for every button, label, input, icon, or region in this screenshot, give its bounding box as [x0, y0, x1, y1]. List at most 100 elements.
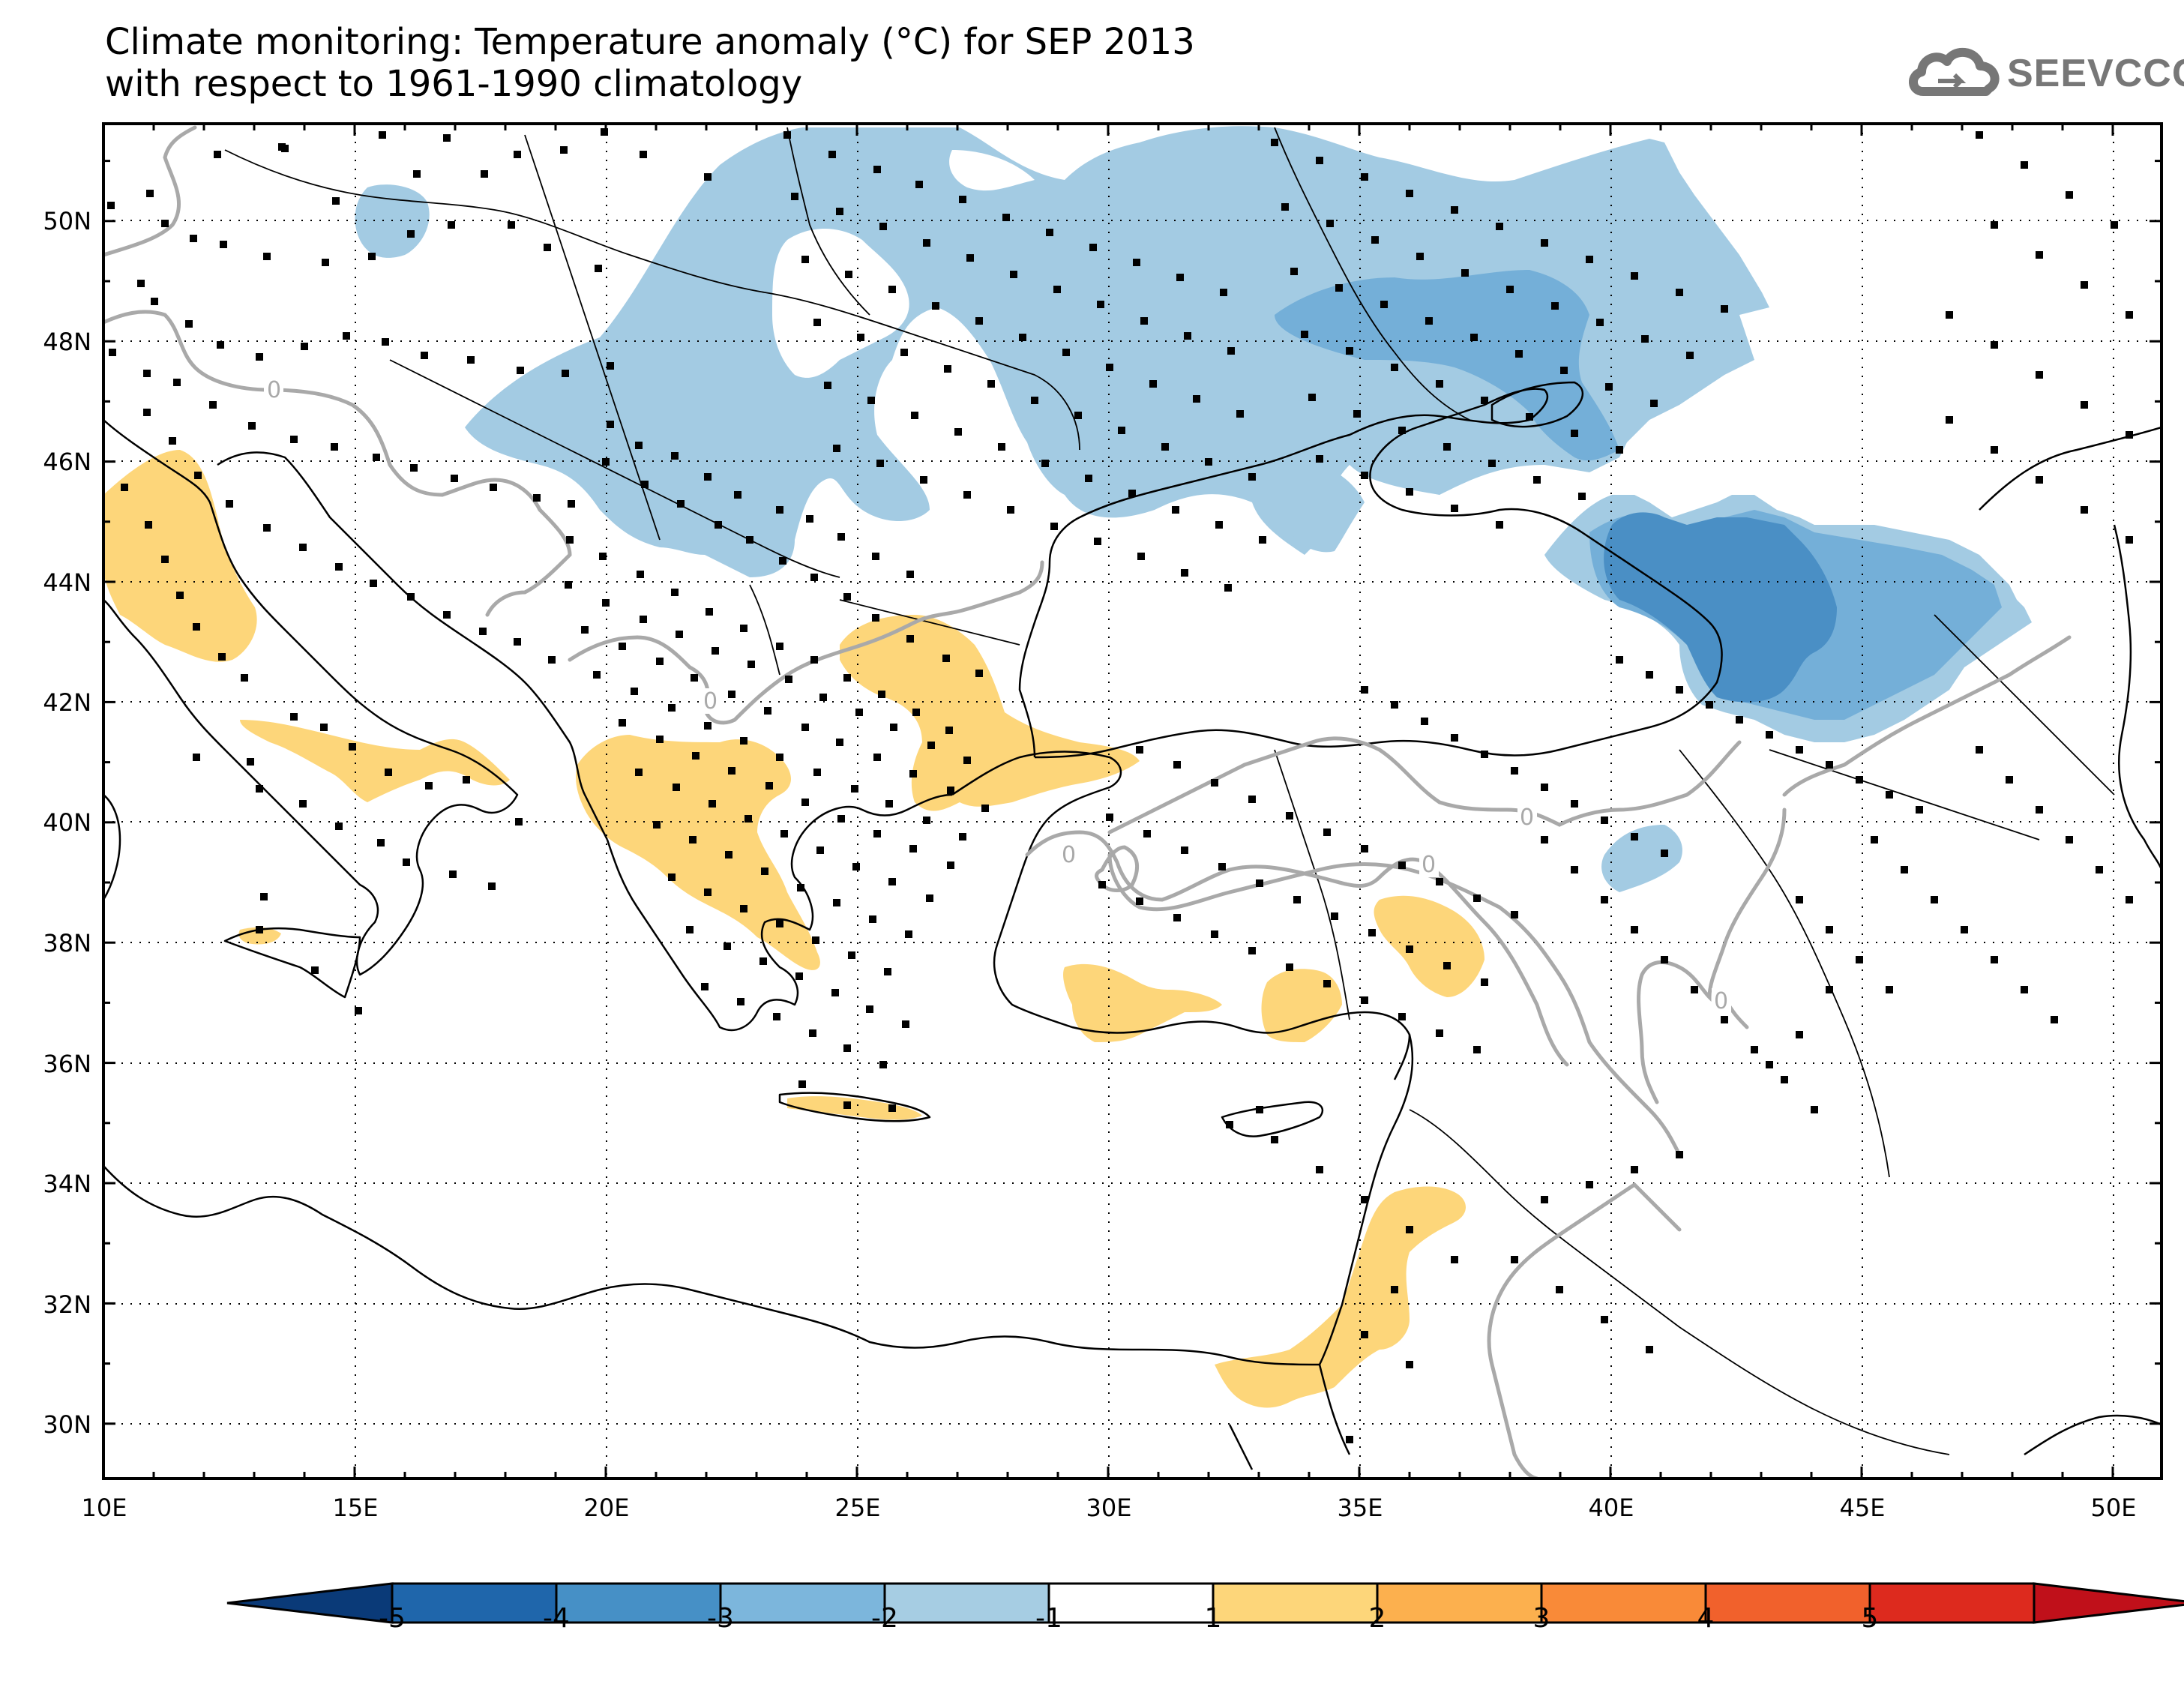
station-marker	[1631, 833, 1638, 841]
station-marker	[256, 926, 263, 933]
station-marker	[1631, 272, 1638, 280]
station-marker	[515, 818, 523, 826]
station-marker	[2036, 476, 2043, 484]
station-marker	[1991, 221, 1998, 229]
station-marker	[1736, 716, 1743, 724]
lon-label-30e: 30E	[1086, 1494, 1132, 1522]
station-marker	[1172, 506, 1179, 514]
station-marker	[1224, 584, 1232, 592]
station-marker	[740, 905, 747, 912]
station-marker	[728, 767, 735, 775]
station-marker	[1526, 413, 1533, 421]
station-marker	[831, 989, 839, 996]
station-marker	[1193, 395, 1200, 403]
station-marker	[902, 1020, 909, 1028]
station-marker	[1184, 332, 1191, 340]
station-marker	[1161, 443, 1169, 451]
station-marker	[966, 254, 974, 262]
contour-label-0-aegean: 0	[1062, 842, 1076, 868]
station-marker	[1556, 1286, 1563, 1293]
station-marker	[1826, 986, 1833, 993]
title-line-1: Climate monitoring: Temperature anomaly …	[105, 21, 1195, 63]
latitude-labels: 30N 32N 34N 36N 38N 40N 42N 44N 46N 48N …	[43, 207, 91, 1439]
station-marker	[1346, 347, 1353, 355]
station-marker	[1541, 239, 1548, 247]
lat-label-40n: 40N	[43, 808, 91, 837]
station-marker	[1451, 1256, 1458, 1263]
station-marker	[1181, 846, 1188, 854]
station-marker	[1451, 206, 1458, 214]
station-marker	[1089, 244, 1097, 251]
station-marker	[975, 317, 983, 325]
station-marker	[2021, 161, 2028, 169]
station-marker	[1286, 812, 1293, 820]
station-marker	[759, 957, 767, 965]
station-marker	[2036, 806, 2043, 814]
station-marker	[1398, 427, 1406, 434]
contour-line-alps	[103, 125, 572, 617]
station-marker	[1596, 319, 1604, 326]
station-marker	[1443, 443, 1451, 451]
lat-label-48n: 48N	[43, 328, 91, 356]
station-marker	[728, 691, 735, 698]
station-marker	[256, 353, 263, 361]
station-marker	[900, 349, 908, 356]
contour-labels: 0 0 0 0 0 0	[264, 376, 1731, 1014]
station-marker	[1571, 800, 1578, 808]
station-marker	[1218, 863, 1226, 870]
station-marker	[1019, 334, 1026, 341]
station-marker	[1976, 746, 1983, 754]
station-marker	[691, 674, 698, 682]
station-marker	[813, 769, 821, 776]
station-marker	[161, 220, 169, 227]
contour-line-caucasus	[1782, 635, 2072, 797]
station-marker	[443, 134, 451, 142]
station-marker	[1133, 259, 1140, 266]
contour-line-balkans	[568, 560, 1044, 725]
station-marker	[740, 737, 747, 745]
station-marker	[1781, 1076, 1788, 1083]
station-marker	[1496, 521, 1503, 529]
station-marker	[385, 769, 392, 776]
station-marker	[1796, 1031, 1803, 1038]
colorbar-segment	[1540, 1582, 1707, 1624]
lat-label-42n: 42N	[43, 688, 91, 717]
station-marker	[1605, 383, 1613, 391]
station-marker	[161, 556, 169, 563]
colorbar-arrow-left	[226, 1582, 394, 1624]
station-marker	[443, 611, 451, 619]
colorbar-label-2: 2	[1369, 1603, 1386, 1634]
yellow-area-anatolia-mid	[1261, 969, 1342, 1042]
station-marker	[1281, 203, 1289, 211]
station-marker	[2081, 281, 2088, 289]
station-marker	[1074, 412, 1082, 419]
station-marker	[673, 784, 680, 791]
station-marker	[1136, 897, 1143, 905]
station-marker	[1106, 364, 1113, 371]
station-marker	[281, 145, 289, 152]
station-marker	[909, 770, 917, 778]
station-marker	[1511, 767, 1518, 775]
station-marker	[926, 894, 933, 902]
station-marker	[1041, 460, 1049, 467]
station-marker	[1118, 427, 1125, 434]
yellow-area-italy-south	[240, 720, 510, 802]
station-marker	[1173, 914, 1181, 921]
station-marker	[1616, 656, 1623, 664]
station-marker	[656, 736, 664, 743]
station-marker	[776, 643, 783, 650]
station-marker	[987, 380, 995, 388]
station-marker	[944, 365, 951, 373]
station-marker	[668, 704, 676, 712]
station-marker	[1856, 956, 1863, 963]
map-content: 0 0 0 0 0 0	[103, 124, 2162, 1479]
station-marker	[740, 625, 747, 632]
station-marker	[1721, 1016, 1728, 1023]
logo-text: SEEVCCC	[2007, 52, 2184, 95]
station-marker	[1361, 1196, 1368, 1203]
station-marker	[668, 873, 676, 881]
blue-area-caucasus-dark	[1604, 512, 1837, 703]
station-marker	[653, 821, 661, 829]
station-marker	[1631, 926, 1638, 933]
station-marker	[872, 614, 879, 622]
